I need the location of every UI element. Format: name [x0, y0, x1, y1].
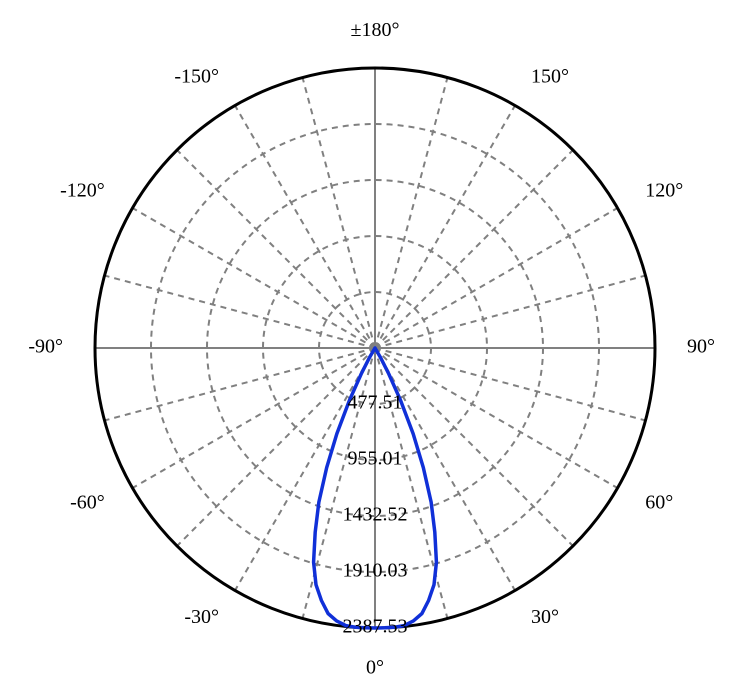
grid-spoke: [375, 208, 617, 348]
angle-label: 150°: [531, 65, 569, 87]
grid-spoke: [375, 348, 645, 420]
radial-label: 1432.52: [343, 504, 408, 526]
angle-label: -150°: [174, 65, 219, 87]
angle-label: 120°: [645, 180, 683, 202]
angle-label: 60°: [645, 492, 673, 514]
grid-spoke: [303, 78, 375, 348]
grid-spoke: [375, 78, 447, 348]
grid-spoke: [105, 348, 375, 420]
angle-label: -90°: [28, 336, 63, 358]
grid-spoke: [375, 106, 515, 348]
grid-spoke: [133, 348, 375, 488]
grid-spoke: [133, 208, 375, 348]
radial-label: 2387.53: [343, 616, 408, 638]
grid-spoke: [375, 150, 573, 348]
angle-label: -60°: [70, 492, 105, 514]
angle-label: -30°: [184, 606, 219, 628]
grid-spoke: [375, 348, 617, 488]
grid-spoke: [105, 276, 375, 348]
radial-label: 955.01: [348, 448, 403, 470]
grid-spoke: [177, 150, 375, 348]
angle-label: ±180°: [351, 19, 400, 41]
grid-spoke: [375, 276, 645, 348]
radial-label: 477.51: [348, 392, 403, 414]
polar-chart: 0° 30° 60° 90° 120° 150° ±180° -150° -120° -90° -6…: [0, 0, 750, 696]
angle-label: 30°: [531, 606, 559, 628]
grid-spoke: [235, 106, 375, 348]
angle-label: 0°: [366, 657, 384, 679]
radial-label: 1910.03: [343, 560, 408, 582]
angle-label: -120°: [60, 180, 105, 202]
angle-label: 90°: [687, 336, 715, 358]
